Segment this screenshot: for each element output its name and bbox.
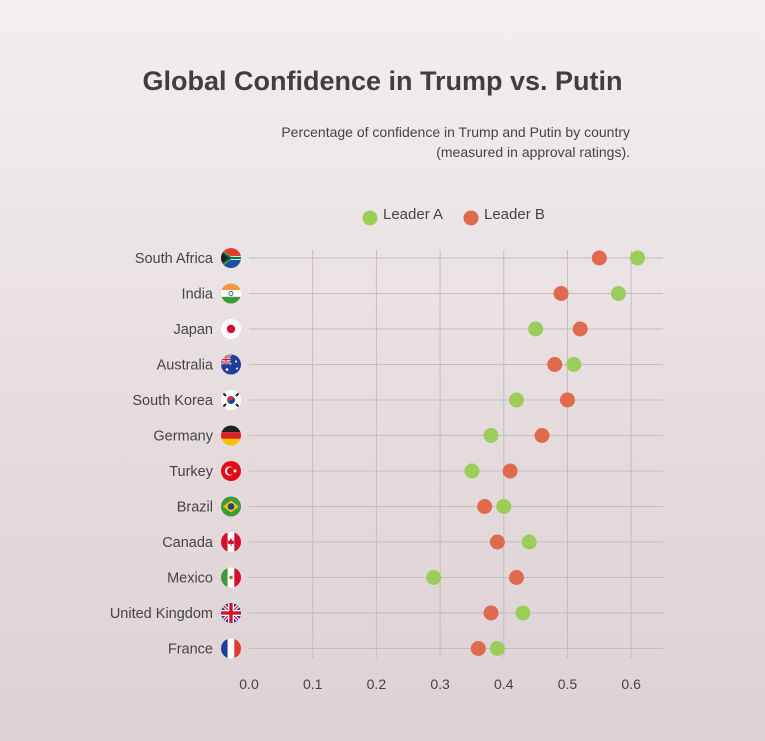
dot-leader-b: [560, 393, 575, 408]
dot-leader-b: [490, 535, 505, 550]
brazil-flag-icon: [221, 497, 241, 517]
mexico-flag-icon: [221, 568, 241, 588]
dot-leader-a: [484, 428, 499, 443]
canada-flag-icon: [221, 532, 241, 552]
dot-leader-a: [611, 286, 626, 301]
turkey-flag-icon: [221, 461, 241, 481]
dot-leader-a: [522, 535, 537, 550]
dot-leader-b: [592, 251, 607, 266]
south-korea-flag-icon: [221, 390, 241, 410]
x-tick-label: 0.4: [494, 676, 514, 692]
dot-leader-a: [426, 570, 441, 585]
category-label: Germany: [153, 429, 213, 445]
dot-leader-b: [534, 428, 549, 443]
x-tick-label: 0.2: [367, 676, 387, 692]
legend-marker: [464, 211, 479, 226]
category-label: South Africa: [135, 251, 214, 267]
category-label: South Korea: [132, 393, 214, 409]
dot-leader-b: [509, 570, 524, 585]
dot-leader-b: [477, 499, 492, 514]
dot-leader-b: [547, 357, 562, 372]
germany-flag-icon: [221, 426, 241, 446]
x-tick-label: 0.3: [430, 676, 450, 692]
x-tick-label: 0.1: [303, 676, 323, 692]
dot-leader-b: [503, 464, 518, 479]
australia-flag-icon: [221, 355, 241, 375]
dot-leader-b: [484, 606, 499, 621]
india-flag-icon: [221, 284, 241, 304]
x-tick-label: 0.6: [621, 676, 641, 692]
dot-leader-a: [464, 464, 479, 479]
dot-leader-a: [515, 606, 530, 621]
dot-leader-b: [471, 641, 486, 656]
category-label: Australia: [157, 358, 214, 374]
dot-leader-a: [528, 322, 543, 337]
japan-flag-icon: [221, 319, 241, 339]
dot-leader-a: [496, 499, 511, 514]
category-label: Turkey: [169, 464, 214, 480]
x-tick-label: 0.0: [239, 676, 259, 692]
dot-leader-a: [490, 641, 505, 656]
dot-leader-a: [630, 251, 645, 266]
south-africa-flag-icon: [221, 248, 241, 268]
france-flag-icon: [221, 639, 241, 659]
legend-label: Leader A: [383, 206, 443, 223]
category-label: Japan: [173, 322, 213, 338]
united-kingdom-flag-icon: [221, 603, 241, 623]
category-label: United Kingdom: [110, 606, 213, 622]
category-label: Mexico: [167, 571, 213, 587]
category-label: India: [182, 287, 214, 303]
legend-marker: [363, 211, 378, 226]
dot-leader-b: [554, 286, 569, 301]
category-label: Brazil: [177, 500, 213, 516]
dot-leader-a: [509, 393, 524, 408]
category-label: France: [168, 642, 213, 658]
category-label: Canada: [162, 535, 214, 551]
dot-leader-b: [573, 322, 588, 337]
dot-leader-a: [566, 357, 581, 372]
x-tick-label: 0.5: [558, 676, 578, 692]
legend-label: Leader B: [484, 206, 545, 223]
